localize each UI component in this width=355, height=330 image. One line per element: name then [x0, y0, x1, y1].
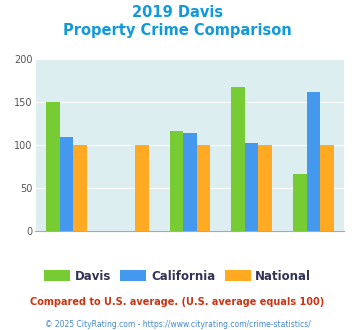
- Bar: [293, 174, 307, 231]
- Text: Property Crime Comparison: Property Crime Comparison: [63, 23, 292, 38]
- Text: Compared to U.S. average. (U.S. average equals 100): Compared to U.S. average. (U.S. average …: [31, 297, 324, 307]
- Bar: [170, 131, 183, 231]
- Bar: [183, 133, 197, 231]
- Bar: [258, 145, 272, 231]
- Bar: [307, 92, 320, 231]
- Legend: Davis, California, National: Davis, California, National: [39, 265, 316, 287]
- Bar: [73, 145, 87, 231]
- Text: © 2025 CityRating.com - https://www.cityrating.com/crime-statistics/: © 2025 CityRating.com - https://www.city…: [45, 320, 310, 329]
- Bar: [320, 145, 334, 231]
- Text: 2019 Davis: 2019 Davis: [132, 5, 223, 20]
- Bar: [135, 145, 148, 231]
- Bar: [197, 145, 210, 231]
- Bar: [46, 102, 60, 231]
- Bar: [231, 87, 245, 231]
- Bar: [245, 143, 258, 231]
- Bar: [60, 137, 73, 231]
